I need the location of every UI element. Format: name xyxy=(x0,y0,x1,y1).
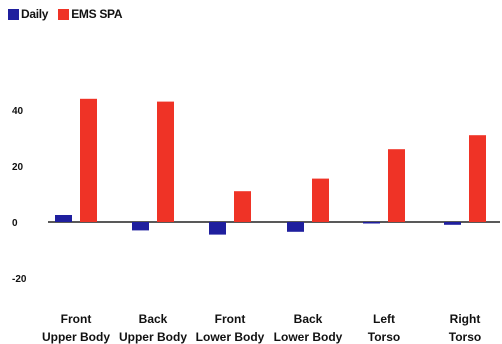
bar-daily-5 xyxy=(363,222,380,224)
legend-swatch-daily xyxy=(8,8,19,20)
x-tick-label: Front xyxy=(61,312,92,326)
bar-daily-4 xyxy=(287,222,304,232)
bar-ems-spa-3 xyxy=(234,191,251,222)
y-tick-label: 40 xyxy=(12,106,24,117)
bar-daily-3 xyxy=(209,222,226,235)
x-tick-label: Right xyxy=(450,312,481,326)
x-tick-label: Lower Body xyxy=(274,330,343,344)
y-tick-label: 20 xyxy=(12,162,24,173)
x-tick-label: Upper Body xyxy=(42,330,110,344)
x-tick-label: Left xyxy=(373,312,395,326)
bar-ems-spa-5 xyxy=(388,149,405,222)
bar-ems-spa-2 xyxy=(157,101,174,222)
bar-ems-spa-4 xyxy=(312,178,329,222)
legend: Daily EMS SPA xyxy=(8,7,132,21)
bars-group xyxy=(55,98,486,235)
x-tick-label: Back xyxy=(139,312,168,326)
bar-daily-1 xyxy=(55,215,72,222)
x-tick-label: Lower Body xyxy=(196,330,265,344)
legend-label-daily: Daily xyxy=(21,7,49,21)
bar-ems-spa-6 xyxy=(469,135,486,222)
y-tick-label: 0 xyxy=(12,218,18,229)
bar-ems-spa-1 xyxy=(80,98,97,222)
legend-item-daily: Daily xyxy=(8,7,48,21)
x-tick-label: Front xyxy=(215,312,246,326)
x-tick-label: Back xyxy=(294,312,323,326)
x-tick-label: Torso xyxy=(368,330,400,344)
legend-label-ems-spa: EMS SPA xyxy=(71,7,123,21)
y-tick-label: -20 xyxy=(12,274,27,285)
x-tick-label: Torso xyxy=(449,330,481,344)
legend-item-ems-spa: EMS SPA xyxy=(58,7,123,21)
legend-swatch-ems-spa xyxy=(58,8,70,20)
x-tick-label: Upper Body xyxy=(119,330,187,344)
bar-daily-6 xyxy=(444,222,461,225)
bar-daily-2 xyxy=(132,222,149,231)
y-axis-ticks: 40 20 0 -20 xyxy=(12,106,27,285)
x-axis-labels: Front Upper Body Back Upper Body Front Lower … xyxy=(42,312,481,344)
